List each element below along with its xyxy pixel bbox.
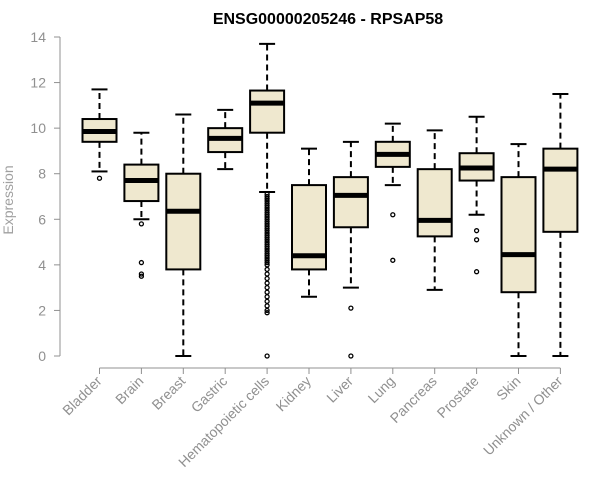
- outlier-point: [138, 221, 145, 227]
- x-tick-label: Liver: [323, 373, 356, 406]
- iqr-box: [249, 89, 286, 134]
- x-tick-label: Unknown / Other: [480, 373, 566, 459]
- box-liver: [332, 140, 369, 359]
- outlier-point: [264, 310, 270, 316]
- outlier-point: [264, 266, 270, 273]
- outlier-point: [264, 353, 270, 359]
- box-gastric: [207, 108, 244, 171]
- outlier-point: [473, 237, 480, 243]
- outlier-point: [96, 175, 103, 181]
- outlier-point: [264, 303, 270, 309]
- iqr-box: [332, 176, 369, 229]
- y-tick-label: 14: [30, 29, 46, 45]
- outlier-point: [264, 294, 270, 300]
- outlier-point: [264, 280, 270, 286]
- outlier-point: [473, 269, 480, 275]
- x-tick-label: Breast: [148, 373, 188, 413]
- outlier-point: [348, 305, 354, 311]
- box-bladder: [81, 88, 118, 181]
- outlier-point: [264, 289, 270, 295]
- y-tick-label: 10: [30, 120, 46, 136]
- chart-title: ENSG00000205246 - RPSAP58: [213, 11, 443, 28]
- box-breast: [165, 113, 202, 357]
- x-tick-label: Kidney: [273, 373, 315, 415]
- y-tick-label: 2: [38, 302, 46, 318]
- box-pancreas: [416, 129, 453, 291]
- outlier-point: [264, 307, 270, 314]
- outlier-point: [473, 228, 480, 234]
- iqr-box: [165, 172, 202, 271]
- box-skin: [500, 143, 537, 357]
- y-tick-label: 4: [38, 257, 46, 273]
- x-tick-label: Pancreas: [387, 373, 440, 426]
- y-tick-label: 8: [38, 166, 46, 182]
- box-lung: [374, 122, 411, 263]
- outlier-point: [264, 275, 270, 282]
- y-tick-label: 0: [38, 348, 46, 364]
- y-tick-label: 12: [30, 75, 46, 91]
- outlier-point: [138, 271, 145, 277]
- x-tick-label: Brain: [112, 373, 146, 407]
- iqr-box: [416, 168, 453, 238]
- box-brain: [123, 131, 160, 279]
- x-tick-label: Bladder: [59, 373, 105, 419]
- outlier-point: [348, 353, 354, 359]
- outlier-point: [264, 284, 270, 291]
- iqr-box: [542, 147, 579, 233]
- outlier-point: [138, 273, 145, 279]
- y-axis-label: Expression: [0, 165, 16, 234]
- x-tick-label: Prostate: [434, 373, 482, 421]
- x-tick-label: Lung: [365, 373, 398, 406]
- outlier-point: [264, 271, 270, 277]
- outlier-point: [390, 257, 396, 263]
- y-axis: 0 2 4 6 8 10 12 14: [30, 29, 61, 364]
- outlier-point: [390, 212, 396, 218]
- outlier-point: [264, 259, 270, 266]
- box-prostate: [458, 115, 495, 275]
- x-tick-label: Skin: [493, 373, 524, 404]
- iqr-box: [500, 176, 537, 294]
- outlier-point: [138, 259, 145, 266]
- box-unknown-other: [542, 92, 579, 357]
- box-kidney: [291, 147, 327, 298]
- box-hematopoietic-cells: [249, 42, 286, 359]
- outlier-point: [264, 298, 270, 304]
- y-tick-label: 6: [38, 211, 46, 227]
- boxes-layer: [81, 42, 579, 359]
